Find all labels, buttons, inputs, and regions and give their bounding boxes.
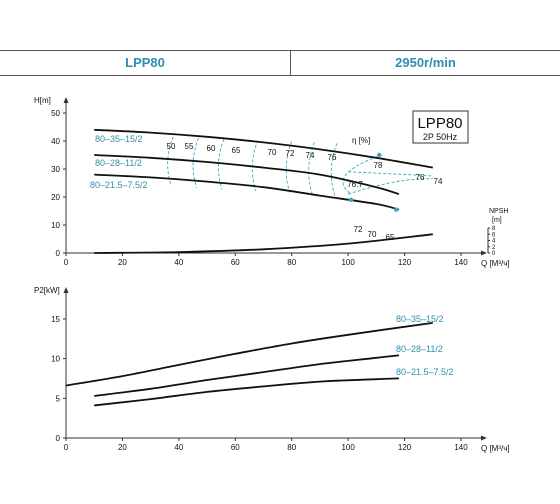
efficiency-value: 65 bbox=[386, 233, 395, 242]
npsh-tick-label: 8 bbox=[492, 226, 496, 232]
efficiency-isoline bbox=[167, 136, 174, 186]
power-x-tick-label: 40 bbox=[174, 443, 183, 452]
efficiency-isoline bbox=[330, 143, 338, 197]
head-y-tick-label: 30 bbox=[51, 165, 60, 174]
head-y-arrow bbox=[63, 97, 69, 103]
power-y-tick-label: 15 bbox=[51, 315, 60, 324]
efficiency-value: 76 bbox=[416, 173, 425, 182]
power-x-tick-label: 120 bbox=[398, 443, 412, 452]
efficiency-label: η [%] bbox=[352, 136, 370, 145]
power-curve-2 bbox=[94, 354, 399, 397]
efficiency-value: 50 bbox=[167, 142, 176, 151]
power-y-tick-label: 10 bbox=[51, 355, 60, 364]
header-table: LPP80 2950r/min bbox=[0, 50, 560, 76]
head-y-tick-label: 20 bbox=[51, 193, 60, 202]
head-series-label-1: 80–35–15/2 bbox=[95, 134, 143, 144]
head-x-tick-label: 20 bbox=[118, 258, 127, 267]
chart-subtitle: 2P 50Hz bbox=[423, 132, 458, 142]
efficiency-value: 72 bbox=[286, 149, 295, 158]
efficiency-value: 72 bbox=[354, 225, 363, 234]
npsh-label: NPSH bbox=[489, 208, 508, 215]
head-x-tick-label: 0 bbox=[64, 258, 69, 267]
power-series-label-2: 80–28–11/2 bbox=[396, 344, 443, 354]
head-y-tick-label: 50 bbox=[51, 109, 60, 118]
power-x-axis-label: Q [M³/ч] bbox=[481, 444, 510, 453]
head-curve-3 bbox=[94, 173, 400, 211]
power-x-tick-label: 60 bbox=[231, 443, 240, 452]
power-curve-1 bbox=[65, 322, 433, 387]
efficiency-value: 78 bbox=[374, 161, 383, 170]
power-series-label-1: 80–35–15/2 bbox=[396, 314, 444, 324]
duty-point bbox=[376, 152, 382, 158]
power-curve-3 bbox=[94, 377, 399, 407]
head-x-tick-label: 140 bbox=[454, 258, 468, 267]
model-cell: LPP80 bbox=[0, 51, 291, 75]
head-x-tick-label: 60 bbox=[231, 258, 240, 267]
efficiency-isoline bbox=[342, 154, 383, 195]
power-x-tick-label: 100 bbox=[341, 443, 355, 452]
efficiency-value: 74 bbox=[306, 151, 315, 160]
efficiency-isoline bbox=[218, 138, 225, 190]
power-y-arrow bbox=[63, 287, 69, 293]
head-x-tick-label: 40 bbox=[174, 258, 183, 267]
head-series-label-2: 80–28–11/2 bbox=[95, 158, 142, 168]
power-x-tick-label: 0 bbox=[64, 443, 69, 452]
efficiency-value: 74 bbox=[434, 177, 443, 186]
head-y-tick-label: 0 bbox=[56, 249, 61, 258]
npsh-tick-label: 6 bbox=[492, 232, 496, 238]
efficiency-isoline bbox=[285, 141, 293, 193]
head-y-tick-label: 40 bbox=[51, 137, 60, 146]
power-y-tick-label: 5 bbox=[56, 394, 61, 403]
head-y-tick-label: 10 bbox=[51, 221, 60, 230]
power-series-label-3: 80–21.5–7.5/2 bbox=[396, 367, 454, 377]
efficiency-value: 76.7 bbox=[347, 180, 363, 189]
head-series-label-3: 80–21.5–7.5/2 bbox=[90, 180, 148, 190]
head-x-axis-label: Q [M³/ч] bbox=[481, 259, 510, 268]
efficiency-value: 55 bbox=[185, 142, 194, 151]
efficiency-value: 70 bbox=[268, 148, 277, 157]
head-curve-1 bbox=[94, 128, 433, 169]
duty-point bbox=[348, 197, 354, 202]
power-x-tick-label: 80 bbox=[287, 443, 296, 452]
chart-title-box bbox=[412, 110, 469, 144]
power-y-tick-label: 0 bbox=[56, 434, 61, 443]
head-curve-2 bbox=[94, 154, 400, 196]
npsh-tick-label: 4 bbox=[492, 239, 496, 245]
npsh-tick-label: 2 bbox=[492, 245, 496, 251]
head-x-tick-label: 120 bbox=[398, 258, 412, 267]
chart-title: LPP80 bbox=[417, 115, 462, 132]
npsh-tick-label: 0 bbox=[492, 251, 496, 257]
power-y-axis-label: P2[kW] bbox=[34, 286, 60, 295]
head-y-axis-label: H[m] bbox=[34, 96, 51, 105]
efficiency-isoline bbox=[192, 137, 200, 188]
speed-cell: 2950r/min bbox=[395, 55, 456, 70]
efficiency-isoline bbox=[251, 139, 259, 191]
npsh-unit: [m] bbox=[492, 217, 502, 224]
efficiency-value: 65 bbox=[232, 146, 241, 155]
head-x-arrow bbox=[481, 250, 487, 256]
efficiency-value: 76 bbox=[328, 153, 337, 162]
npsh-curve bbox=[94, 233, 433, 254]
power-x-tick-label: 20 bbox=[118, 443, 127, 452]
duty-point bbox=[393, 207, 399, 212]
head-x-tick-label: 100 bbox=[341, 258, 355, 267]
efficiency-value: 70 bbox=[368, 230, 377, 239]
efficiency-isoline bbox=[348, 178, 433, 195]
head-x-tick-label: 80 bbox=[287, 258, 296, 267]
power-x-arrow bbox=[481, 435, 487, 441]
efficiency-isoline bbox=[308, 142, 315, 195]
efficiency-value: 60 bbox=[207, 144, 216, 153]
efficiency-isoline bbox=[348, 171, 433, 177]
power-x-tick-label: 140 bbox=[454, 443, 468, 452]
